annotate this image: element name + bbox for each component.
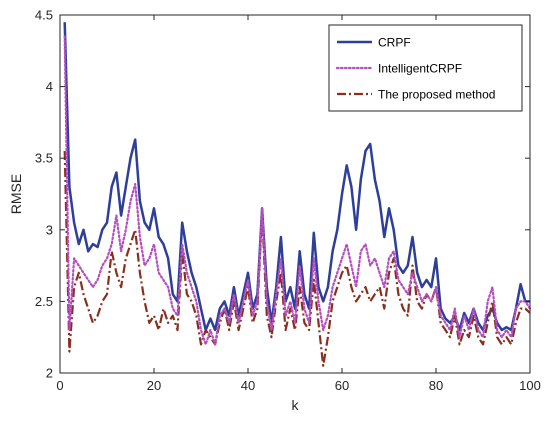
axes-layer bbox=[59, 14, 531, 374]
y-tick-label: 3 bbox=[46, 222, 53, 237]
series-layer bbox=[63, 22, 532, 367]
y-tick-label: 3.5 bbox=[35, 151, 53, 166]
legend-label-1: CRPF bbox=[378, 36, 411, 50]
y-tick-label: 4.5 bbox=[35, 8, 53, 23]
x-tick-label: 60 bbox=[335, 378, 349, 393]
x-axis-label: k bbox=[292, 397, 300, 413]
x-tick-label: 0 bbox=[56, 378, 63, 393]
axes-frame bbox=[59, 14, 531, 374]
x-tick-label: 100 bbox=[519, 378, 541, 393]
y-axis-label: RMSE bbox=[8, 174, 24, 214]
x-tick-label: 80 bbox=[429, 378, 443, 393]
legend: CRPF IntelligentCRPF The proposed method bbox=[328, 24, 523, 112]
y-tick-label: 2.5 bbox=[35, 294, 53, 309]
series-line-2 bbox=[63, 35, 532, 346]
ticks-layer: 0 20 40 60 80 100 2 2.5 3 3.5 4 4.5 bbox=[35, 8, 541, 394]
legend-label-2: IntelligentCRPF bbox=[378, 62, 462, 76]
series-line-3 bbox=[63, 150, 531, 367]
y-tick-label: 2 bbox=[46, 366, 53, 381]
y-tick-label: 4 bbox=[46, 79, 53, 94]
legend-label-3: The proposed method bbox=[378, 88, 495, 102]
x-tick-label: 20 bbox=[147, 378, 161, 393]
x-tick-label: 40 bbox=[241, 378, 255, 393]
